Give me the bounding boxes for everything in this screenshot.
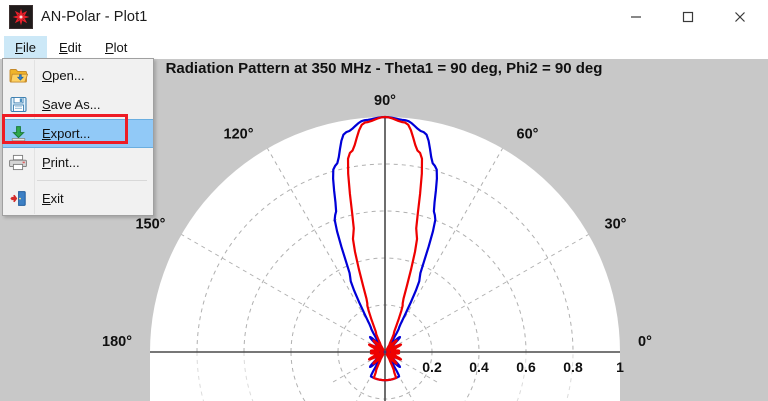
menu-item-save-as-label: Save As...	[42, 97, 101, 112]
menu-item-export-label: Export...	[42, 126, 91, 141]
menu-item-export[interactable]: Export...	[3, 119, 153, 148]
menu-plot-rest: lot	[113, 40, 128, 55]
menu-edit[interactable]: Edit	[59, 40, 82, 55]
radial-tick-label-0.8: 0.8	[563, 359, 583, 375]
menu-item-open-label: Open...	[42, 68, 85, 83]
angle-tick-label-30: 30°	[605, 217, 627, 233]
maximize-button[interactable]	[665, 0, 711, 34]
menu-item-exit-rest: xit	[50, 191, 64, 206]
radial-tick-label-0.2: 0.2	[422, 359, 442, 375]
export-down-arrow-icon	[3, 125, 33, 142]
menu-item-save-as[interactable]: Save As...	[3, 90, 153, 119]
menu-item-print-label: Print...	[42, 155, 80, 170]
menu-file-rest: ile	[22, 40, 36, 55]
angle-tick-label-180: 180°	[102, 334, 132, 350]
angle-tick-label-120: 120°	[224, 126, 254, 142]
angle-tick-label-150: 150°	[135, 217, 165, 233]
minimize-button[interactable]	[613, 0, 659, 34]
menu-bar: File Edit Plot	[0, 36, 768, 59]
menu-item-open-rest: pen...	[52, 68, 85, 83]
angle-tick-label-0: 0°	[638, 334, 652, 350]
polar-plot: 0° 30° 60° 90° 120° 150° 180° 0.2 0.4 0.6 0.8 1	[102, 93, 652, 401]
menu-plot[interactable]: Plot	[105, 40, 128, 55]
menu-item-exit[interactable]: Exit	[3, 184, 153, 213]
folder-open-icon	[3, 67, 33, 84]
menu-item-export-rest: xport...	[50, 126, 91, 141]
file-menu-dropdown: Open... Save As...	[2, 58, 154, 216]
menu-item-print[interactable]: Print...	[3, 148, 153, 177]
menu-file[interactable]: File	[4, 36, 47, 59]
radial-tick-label-0.4: 0.4	[469, 359, 489, 375]
starburst-icon	[9, 5, 33, 29]
radial-tick-label-1: 1	[616, 359, 624, 375]
window-title: AN-Polar - Plot1	[41, 9, 148, 25]
plot-title: Radiation Pattern at 350 MHz - Theta1 = …	[165, 60, 603, 77]
menu-separator	[37, 180, 147, 181]
title-bar: AN-Polar - Plot1	[0, 0, 768, 37]
menu-item-open[interactable]: Open...	[3, 61, 153, 90]
printer-icon	[3, 154, 33, 171]
angle-tick-label-90: 90°	[374, 93, 396, 109]
menu-item-save-as-rest: ave As...	[50, 97, 101, 112]
plot-canvas: Radiation Pattern at 350 MHz - Theta1 = …	[0, 59, 768, 401]
radial-tick-label-0.6: 0.6	[516, 359, 536, 375]
menu-item-print-rest: rint...	[50, 155, 80, 170]
floppy-disk-icon	[3, 96, 33, 113]
angle-tick-label-60: 60°	[517, 126, 539, 142]
menu-item-exit-label: Exit	[42, 191, 64, 206]
close-button[interactable]	[717, 0, 763, 34]
menu-edit-rest: dit	[67, 40, 82, 55]
exit-door-icon	[3, 190, 33, 207]
